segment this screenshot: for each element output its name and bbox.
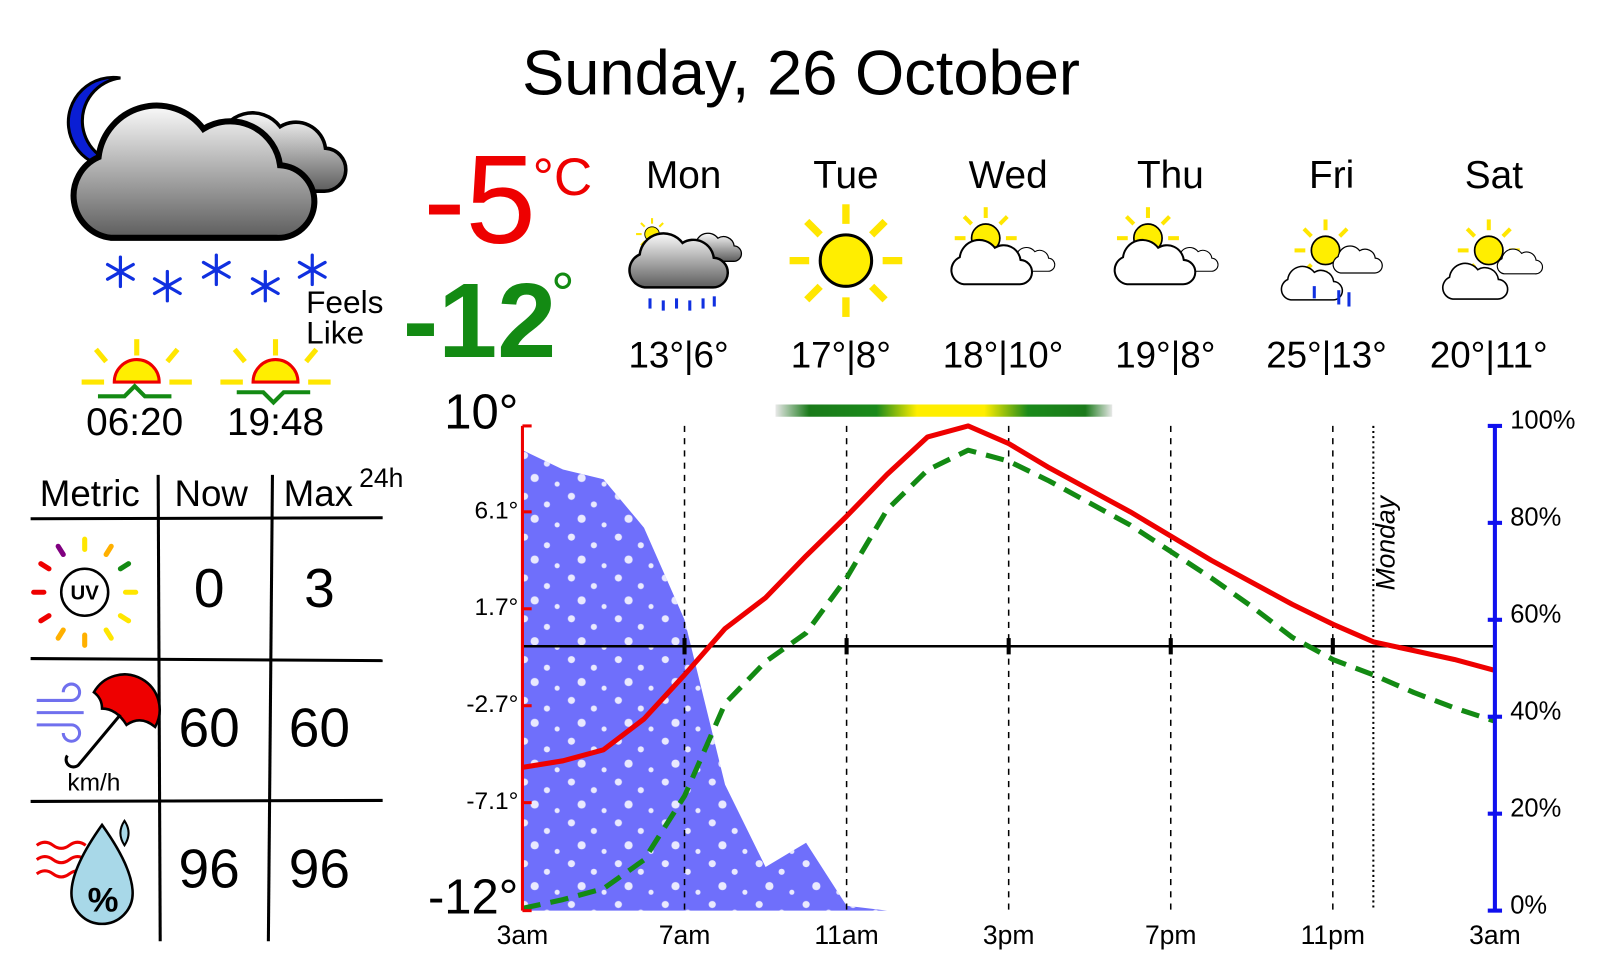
y-tick-label: -2.7° [466, 691, 518, 718]
uv-icon [31, 536, 139, 648]
y-tick-label: -12° [428, 870, 518, 924]
y-tick-label: -7.1° [466, 788, 518, 815]
forecast-temperatures: 17°|8° [791, 334, 891, 375]
x-tick-label: 11pm [1301, 920, 1365, 950]
y2-tick-label: 40% [1510, 697, 1561, 725]
chart: 3am 7am 11am 3pm 7pm 11pm 3am Monday 10° 6.1° 1.7°… [428, 386, 1575, 951]
forecast-day: Tue [813, 154, 878, 197]
wind-unit: km/h [67, 770, 120, 797]
forecast-temperatures: 13°|6° [628, 334, 728, 375]
table-cell: 60 [179, 697, 240, 759]
forecast-icon [790, 204, 903, 317]
table-cell: 96 [179, 837, 240, 899]
table-cell: 3 [304, 557, 335, 619]
day-divider-label: Monday [1371, 494, 1401, 590]
y2-tick-label: 100% [1510, 407, 1575, 435]
y2-tick-label: 20% [1510, 794, 1561, 822]
forecast-icon [1441, 219, 1544, 300]
table-cell: 96 [289, 837, 350, 899]
current-temperature: -5 [423, 128, 536, 270]
table-header: Max [284, 473, 353, 514]
y2-tick-label: 80% [1510, 504, 1561, 532]
forecast-day: Sat [1465, 154, 1523, 197]
x-tick-label: 11am [814, 920, 878, 950]
y-tick-label: 1.7° [475, 594, 519, 621]
y-tick-label: 6.1° [475, 497, 519, 524]
forecast-day: Thu [1137, 154, 1204, 197]
temperature-line [521, 447, 1496, 911]
daylight-bar [775, 404, 1113, 417]
feels-like-unit: ° [551, 260, 575, 327]
table-cell: 60 [289, 697, 350, 759]
table-header: Now [174, 473, 248, 514]
forecast-icon [628, 217, 743, 311]
feels-like-label: Like [306, 314, 364, 350]
y-tick-label: 10° [444, 386, 518, 440]
y2-tick-label: 0% [1510, 891, 1547, 919]
current-weather-icon [66, 75, 348, 303]
precipitation-texture [522, 450, 1495, 911]
table-header: Metric [40, 473, 140, 514]
humidity-icon-label: % [88, 882, 119, 920]
forecast-temperatures: 18°|10° [943, 334, 1064, 375]
x-tick-label: 3pm [983, 920, 1035, 950]
forecast-day: Fri [1309, 154, 1354, 197]
sunset-icon [220, 339, 330, 406]
table-header-period: 24h [359, 463, 403, 493]
x-tick-label: 3am [497, 920, 549, 950]
forecast-day: Mon [646, 154, 721, 197]
table-cell: 0 [194, 557, 225, 619]
feels-like-temperature: -12 [403, 262, 556, 380]
y2-tick-label: 60% [1510, 600, 1561, 628]
uv-icon-label: UV [71, 583, 100, 605]
forecast-temperatures: 20°|11° [1430, 334, 1548, 375]
forecast-icon [950, 207, 1056, 286]
x-tick-label: 7am [659, 920, 711, 950]
forecast-temperatures: 25°|13° [1266, 334, 1387, 375]
current-temperature-unit: °C [533, 148, 593, 207]
forecast-temperatures: 19°|8° [1115, 334, 1215, 375]
forecast-icon [1113, 207, 1219, 286]
humidity-icon [35, 818, 134, 926]
forecast-icon [1280, 219, 1383, 307]
temperature-line [522, 423, 1496, 770]
feels-like-label: Feels [306, 284, 383, 320]
forecast-day: Wed [969, 154, 1048, 197]
date-title: Sunday, 26 October [522, 39, 1080, 109]
x-tick-label: 7pm [1145, 920, 1197, 950]
wind-icon [36, 673, 161, 769]
sunrise-icon [82, 339, 192, 399]
x-tick-label: 3am [1469, 920, 1521, 950]
sunset-time: 19:48 [227, 401, 324, 444]
sunrise-time: 06:20 [86, 401, 183, 444]
